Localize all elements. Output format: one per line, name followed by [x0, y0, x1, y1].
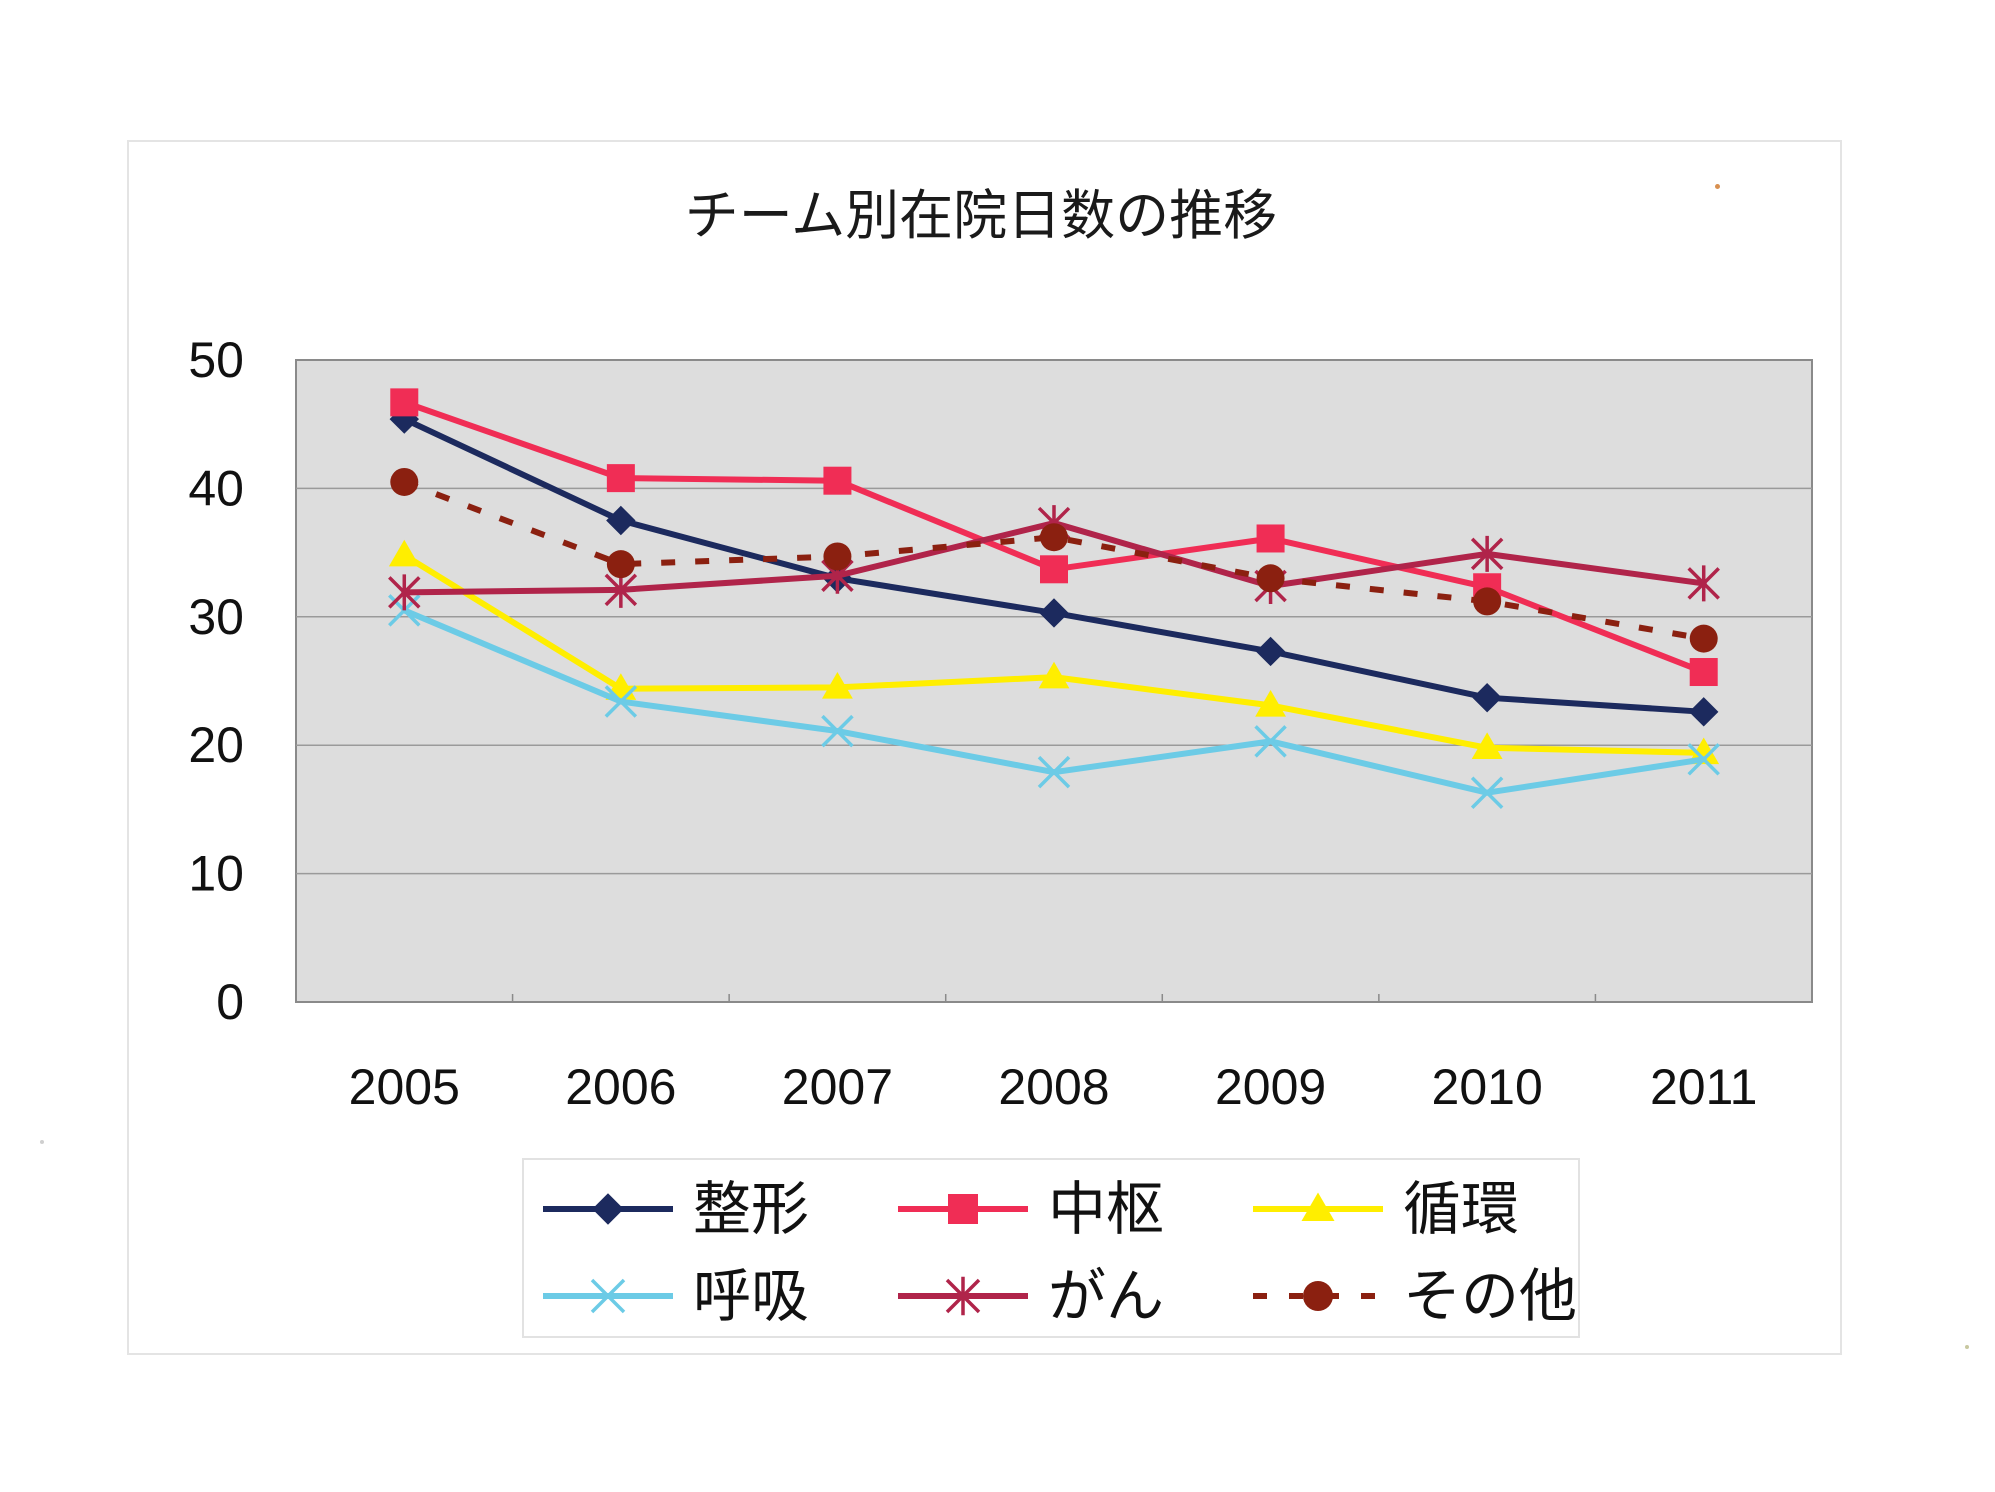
legend-label: 呼吸	[693, 1262, 809, 1330]
legend-marker	[1303, 1281, 1333, 1311]
series-layer	[388, 388, 1720, 809]
data-point	[1687, 565, 1720, 602]
data-point	[1689, 697, 1719, 727]
legend-label: 中枢	[1048, 1175, 1164, 1243]
data-point	[1039, 598, 1069, 628]
y-tick-label: 20	[188, 717, 244, 773]
legend-item: 呼吸	[543, 1262, 809, 1330]
chart-title: チーム別在院日数の推移	[685, 184, 1277, 247]
series-6	[390, 467, 1718, 653]
chart-frame: チーム別在院日数の推移 0 10 20 30 40 50 2005 2006 2007 2008 2…	[127, 140, 1842, 1355]
data-point	[1255, 689, 1286, 717]
legend-label: 整形	[693, 1175, 809, 1243]
data-point	[1473, 587, 1502, 616]
x-tick-label: 2011	[1650, 1059, 1758, 1115]
legend-item: 中枢	[898, 1175, 1164, 1243]
data-point	[1256, 524, 1285, 553]
data-point	[390, 388, 419, 417]
data-point	[1472, 682, 1502, 713]
data-point	[604, 685, 638, 718]
data-point	[1688, 737, 1720, 765]
data-point	[1038, 661, 1070, 689]
data-point	[823, 542, 852, 571]
series-3	[388, 539, 1720, 765]
legend-label: がん	[1048, 1262, 1164, 1330]
data-point	[388, 574, 421, 611]
data-point	[1255, 636, 1286, 667]
data-point	[1471, 732, 1503, 759]
y-tick-label: 30	[188, 589, 244, 645]
y-tick-label: 0	[216, 974, 244, 1030]
x-tick-label: 2005	[349, 1059, 460, 1115]
x-tick-label: 2009	[1215, 1059, 1326, 1115]
data-point	[1470, 776, 1504, 809]
legend-marker	[945, 1276, 981, 1316]
legend-marker	[948, 1194, 978, 1224]
data-point	[1037, 755, 1071, 789]
data-point	[606, 464, 635, 493]
data-point	[1689, 658, 1718, 687]
data-point	[822, 672, 853, 699]
data-point	[1689, 624, 1718, 653]
data-point	[1470, 535, 1504, 572]
y-tick-label: 40	[188, 460, 244, 516]
x-tick-label: 2007	[782, 1059, 893, 1115]
legend-item: 整形	[543, 1175, 809, 1243]
scan-speck	[40, 1140, 44, 1144]
x-tick-label: 2006	[565, 1059, 676, 1115]
y-tick-label: 10	[188, 846, 244, 902]
data-point	[606, 505, 636, 536]
legend-marker	[1301, 1192, 1335, 1221]
legend-marker	[590, 1278, 626, 1314]
legend-label: その他	[1403, 1262, 1577, 1330]
legend-label: 循環	[1403, 1175, 1519, 1243]
chart-svg: チーム別在院日数の推移 0 10 20 30 40 50 2005 2006 2007 2008 2…	[188, 184, 1813, 1338]
data-point	[1687, 743, 1720, 776]
data-point	[1040, 523, 1068, 552]
legend-item: 循環	[1253, 1175, 1519, 1243]
legend-box	[522, 1158, 1580, 1338]
series-2	[390, 388, 1718, 687]
x-tick-label: 2010	[1432, 1059, 1543, 1115]
data-point	[1254, 725, 1287, 758]
y-tick-label: 50	[188, 332, 244, 388]
legend-marker	[592, 1193, 624, 1225]
data-point	[1040, 555, 1068, 584]
x-tick-label: 2008	[998, 1059, 1109, 1115]
data-point	[606, 550, 635, 579]
series-4	[388, 594, 1720, 809]
scan-speck	[1965, 1345, 1969, 1349]
axis-labels: 0 10 20 30 40 50 2005 2006 2007 2008 2009 2010 2011	[188, 332, 1757, 1115]
legend-item: がん	[898, 1262, 1164, 1330]
data-point	[821, 714, 854, 748]
scan-speck	[1715, 184, 1720, 189]
data-point	[823, 466, 852, 495]
data-point	[1256, 564, 1285, 593]
data-point	[388, 539, 420, 567]
data-point	[390, 467, 419, 496]
legend-item: その他	[1253, 1262, 1577, 1330]
series-1	[389, 404, 1719, 727]
